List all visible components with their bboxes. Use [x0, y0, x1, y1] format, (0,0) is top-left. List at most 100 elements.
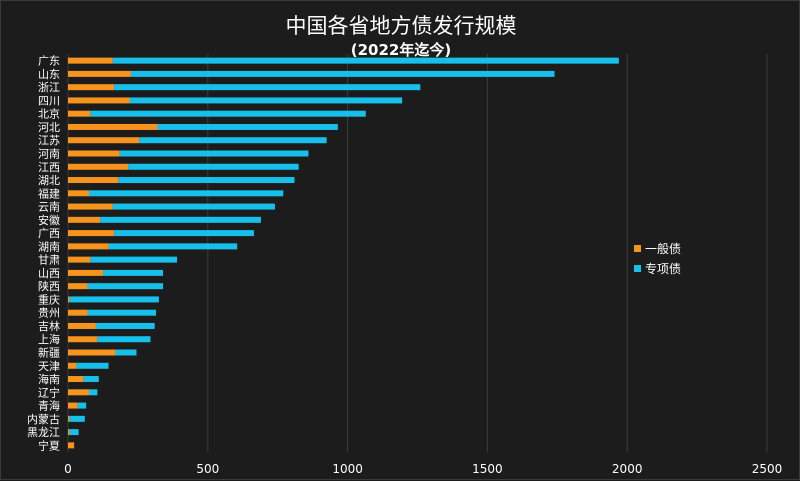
grid-lines — [67, 54, 768, 452]
bar-general-7 — [68, 150, 120, 157]
bar-general-18 — [68, 296, 70, 303]
category-label: 湖南 — [38, 240, 60, 253]
bar-general-29 — [68, 442, 75, 449]
bar-special-11 — [112, 203, 275, 210]
bar-general-23 — [68, 362, 77, 369]
bar-general-12 — [68, 216, 101, 223]
category-label: 吉林 — [38, 319, 60, 333]
category-label: 山西 — [38, 267, 60, 280]
category-label: 宁夏 — [38, 438, 60, 452]
bar-general-14 — [68, 243, 109, 250]
chart-subtitle: (2022年迄今) — [350, 41, 452, 59]
bar-general-16 — [68, 269, 103, 276]
bar-special-8 — [128, 163, 299, 170]
bar-special-18 — [69, 296, 159, 303]
bar-general-4 — [68, 110, 91, 117]
bar-special-26 — [77, 402, 87, 409]
category-label: 辽宁 — [38, 385, 60, 399]
bar-general-11 — [68, 203, 113, 210]
bar-special-7 — [119, 150, 309, 157]
category-label: 云南 — [38, 201, 60, 214]
bar-general-13 — [68, 230, 115, 237]
x-tick-label: 500 — [196, 462, 219, 476]
bar-general-21 — [68, 336, 98, 343]
x-tick-label: 2500 — [752, 462, 783, 476]
legend-label: 一般债 — [645, 241, 681, 256]
bar-special-1 — [130, 70, 555, 77]
bar-general-3 — [68, 97, 130, 104]
bar-general-25 — [68, 389, 89, 396]
bar-layer — [68, 57, 619, 449]
bar-general-19 — [68, 309, 88, 316]
category-label: 北京 — [38, 107, 60, 121]
category-label: 青海 — [38, 399, 60, 413]
category-label: 黑龙江 — [27, 426, 60, 439]
bar-general-5 — [68, 123, 158, 130]
bar-special-10 — [88, 190, 284, 197]
category-label: 山东 — [38, 68, 60, 81]
bar-general-22 — [68, 349, 116, 356]
x-tick-label: 1500 — [472, 462, 503, 476]
x-axis-ticks: 0 500 1000 1500 2000 2500 — [64, 462, 782, 476]
bar-special-4 — [90, 110, 366, 117]
bar-general-6 — [68, 137, 140, 144]
category-label: 湖北 — [38, 174, 60, 187]
category-label: 河南 — [38, 148, 60, 161]
x-tick-label: 0 — [64, 462, 72, 476]
bar-special-9 — [118, 177, 295, 184]
bar-special-12 — [100, 216, 261, 223]
category-label: 江西 — [38, 161, 60, 174]
bar-special-25 — [88, 389, 98, 396]
bar-general-2 — [68, 84, 115, 91]
bar-special-22 — [115, 349, 137, 356]
category-label: 江苏 — [38, 134, 60, 147]
bar-general-26 — [68, 402, 78, 409]
legend-label: 专项债 — [645, 261, 681, 276]
bar-general-10 — [68, 190, 89, 197]
category-label: 甘肃 — [38, 254, 60, 267]
bar-special-6 — [139, 137, 327, 144]
bar-special-14 — [108, 243, 238, 250]
category-label: 内蒙古 — [27, 412, 60, 426]
bar-special-27 — [69, 415, 85, 422]
category-label: 上海 — [38, 332, 60, 346]
bar-special-13 — [114, 230, 254, 237]
bar-general-27 — [68, 415, 70, 422]
bar-special-5 — [157, 123, 338, 130]
category-label: 陕西 — [38, 279, 60, 293]
x-tick-label: 2000 — [612, 462, 643, 476]
category-label: 安徽 — [38, 213, 60, 227]
bar-special-15 — [90, 256, 178, 263]
bar-special-19 — [87, 309, 157, 316]
bar-general-17 — [68, 283, 88, 290]
category-label: 重庆 — [38, 292, 60, 306]
bar-special-3 — [129, 97, 403, 104]
category-label: 广东 — [38, 55, 60, 68]
bar-special-17 — [87, 283, 164, 290]
bar-general-9 — [68, 177, 119, 184]
bar-general-15 — [68, 256, 91, 263]
legend-swatch — [634, 245, 641, 252]
bar-special-20 — [95, 322, 155, 329]
category-label: 广西 — [38, 227, 60, 240]
bar-general-20 — [68, 322, 96, 329]
bar-special-21 — [97, 336, 151, 343]
category-labels: 广东山东浙江四川北京河北江苏河南江西湖北福建云南安徽广西湖南甘肃山西陕西重庆贵州… — [27, 55, 60, 453]
bar-special-23 — [76, 362, 109, 369]
category-label: 河北 — [38, 121, 60, 134]
category-label: 新疆 — [38, 346, 60, 360]
bar-special-24 — [83, 376, 99, 383]
category-label: 四川 — [38, 94, 60, 107]
bar-general-1 — [68, 70, 131, 77]
bar-special-28 — [69, 429, 79, 436]
bar-general-0 — [68, 57, 113, 64]
category-label: 福建 — [38, 186, 60, 200]
bar-special-0 — [112, 57, 619, 64]
legend-swatch — [634, 265, 641, 272]
chart-title: 中国各省地方债发行规模 — [285, 14, 517, 38]
bar-special-16 — [102, 269, 164, 276]
category-label: 贵州 — [38, 307, 60, 320]
